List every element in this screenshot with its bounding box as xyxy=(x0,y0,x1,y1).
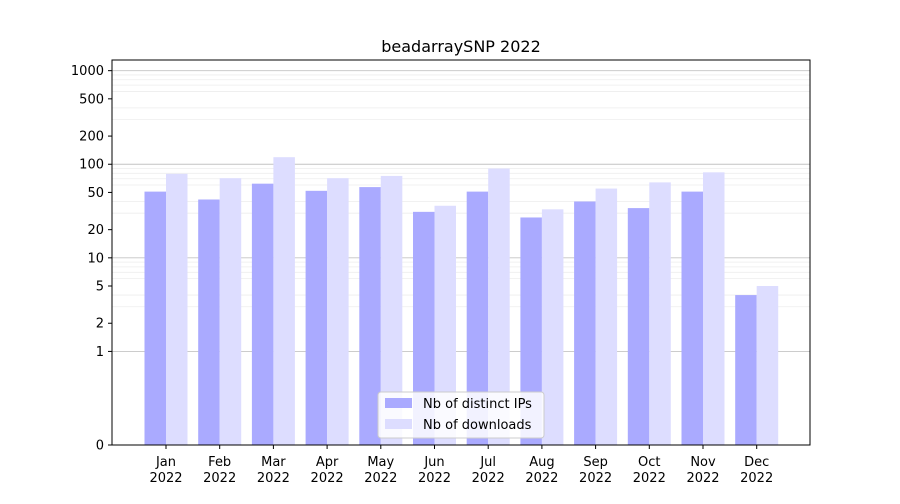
legend-swatch xyxy=(385,419,412,429)
bar-distinct-ips xyxy=(251,183,274,445)
x-tick-label-month: Nov xyxy=(690,455,716,470)
x-tick-label-month: May xyxy=(367,455,394,470)
y-tick-label: 2 xyxy=(96,317,104,332)
x-tick-label-month: Sep xyxy=(583,455,608,470)
legend-label: Nb of downloads xyxy=(423,418,532,433)
bar-distinct-ips xyxy=(520,217,542,445)
x-tick-label-month: Feb xyxy=(208,455,231,470)
x-tick-label-year: 2022 xyxy=(149,471,182,486)
bar-downloads xyxy=(327,178,349,445)
bar-distinct-ips xyxy=(627,208,650,445)
bar-downloads xyxy=(703,172,725,446)
bar-distinct-ips xyxy=(144,191,166,445)
y-axis: 0 1 2 5 10 20 50 100 200 500 1000 xyxy=(71,64,112,454)
bar-distinct-ips xyxy=(305,190,328,445)
x-tick-label-month: Mar xyxy=(261,455,286,470)
y-tick-label: 1000 xyxy=(71,64,104,79)
bar-downloads xyxy=(649,182,671,445)
x-tick-label-month: Jan xyxy=(155,455,176,470)
x-tick-label-year: 2022 xyxy=(364,471,397,486)
bar-distinct-ips xyxy=(466,191,489,445)
bar-distinct-ips xyxy=(413,211,435,445)
legend: Nb of distinct IPs Nb of downloads xyxy=(377,391,545,439)
x-tick-label-month: Apr xyxy=(316,455,339,470)
bars xyxy=(144,157,779,446)
bar-downloads xyxy=(756,286,779,445)
y-tick-label: 1 xyxy=(96,345,104,360)
x-tick-label-year: 2022 xyxy=(740,471,773,486)
y-tick-label: 200 xyxy=(79,130,104,145)
bar-distinct-ips xyxy=(359,187,381,445)
y-tick-label: 500 xyxy=(79,92,104,107)
bar-distinct-ips xyxy=(574,201,596,445)
x-tick-label-year: 2022 xyxy=(633,471,666,486)
bar-downloads xyxy=(541,209,564,445)
bar-distinct-ips xyxy=(198,199,220,445)
bar-downloads xyxy=(595,188,618,445)
y-tick-label: 100 xyxy=(79,158,104,173)
legend-label: Nb of distinct IPs xyxy=(423,397,532,412)
y-tick-label: 20 xyxy=(87,223,104,238)
y-tick-label: 10 xyxy=(87,251,104,266)
x-tick-label-month: Aug xyxy=(529,455,554,470)
x-tick-label-year: 2022 xyxy=(257,471,290,486)
x-axis: Jan2022Feb2022Mar2022Apr2022May2022Jun20… xyxy=(149,445,773,486)
y-tick-label: 0 xyxy=(96,439,104,454)
x-tick-label-year: 2022 xyxy=(203,471,236,486)
x-tick-label-year: 2022 xyxy=(311,471,344,486)
bar-downloads xyxy=(166,173,188,446)
bar-downloads xyxy=(488,168,510,445)
bar-downloads xyxy=(273,157,295,445)
y-tick-label: 50 xyxy=(87,186,104,201)
x-tick-label-month: Jun xyxy=(423,455,444,470)
chart-title: beadarraySNP 2022 xyxy=(381,37,541,56)
x-tick-label-year: 2022 xyxy=(579,471,612,486)
bar-distinct-ips xyxy=(735,295,757,445)
bar-downloads xyxy=(434,205,456,445)
x-tick-label-month: Oct xyxy=(638,455,660,470)
x-tick-label-year: 2022 xyxy=(418,471,451,486)
y-tick-label: 5 xyxy=(96,280,104,295)
bar-downloads xyxy=(380,175,403,445)
x-tick-label-year: 2022 xyxy=(686,471,719,486)
x-tick-label-month: Jul xyxy=(479,455,496,470)
x-tick-label-year: 2022 xyxy=(472,471,505,486)
legend-box xyxy=(377,391,545,439)
plot-frame xyxy=(111,59,811,446)
legend-swatch xyxy=(385,398,412,408)
x-tick-label-year: 2022 xyxy=(525,471,558,486)
bar-downloads xyxy=(219,178,242,445)
bar-distinct-ips xyxy=(681,191,703,445)
x-tick-label-month: Dec xyxy=(744,455,769,470)
